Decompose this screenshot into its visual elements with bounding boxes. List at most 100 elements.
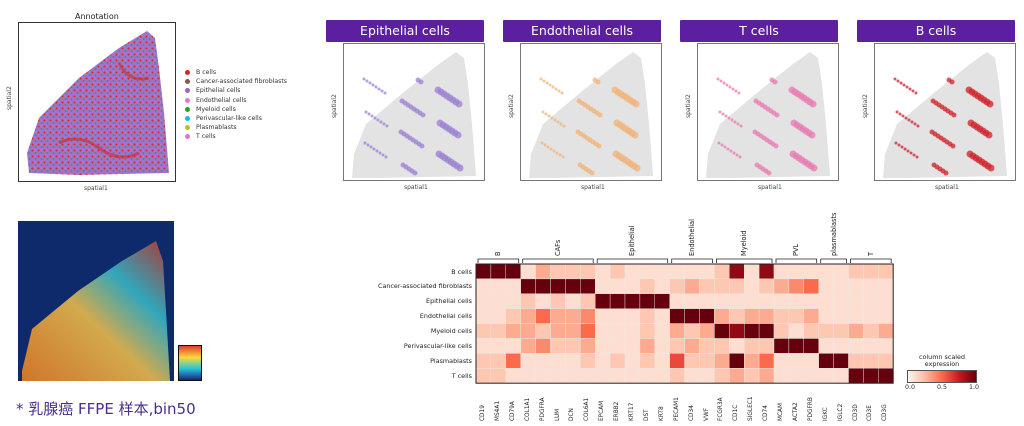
- heatmap-cell: [535, 368, 551, 384]
- heatmap-cell: [818, 293, 834, 309]
- heatmap-cell: [788, 293, 804, 309]
- heatmap-cell: [848, 338, 864, 354]
- heatmap-cell: [609, 323, 626, 339]
- legend-label: Endothelial cells: [196, 96, 247, 104]
- heatmap-cell: [773, 353, 790, 369]
- heatmap-cell: [818, 278, 834, 295]
- heatmap-cell: [520, 338, 536, 354]
- heatmap-cell: [550, 323, 566, 339]
- colorbar-title-line1: column scaled: [918, 353, 966, 361]
- heatmap-cell: [565, 353, 581, 369]
- heatmap-cell: [729, 278, 745, 295]
- heatmap-cell: [490, 308, 506, 324]
- heatmap-cell: [565, 323, 581, 339]
- expression-colorbar: column scaled expression 0.0 0.5 1.0: [905, 353, 979, 392]
- heatmap-column-label: KRT8: [658, 406, 665, 422]
- heatmap-cell: [520, 368, 536, 384]
- heatmap-cell: [729, 338, 745, 354]
- heatmap-cell: [535, 278, 551, 295]
- heatmap-column-label: ACTA2: [792, 402, 799, 422]
- heatmap-cell: [609, 338, 626, 354]
- heatmap-column-label: FCGR3A: [718, 397, 725, 422]
- heatmap-cell: [878, 293, 894, 309]
- panel-ylabel: spatial2: [508, 94, 515, 118]
- heatmap-cell: [803, 323, 819, 339]
- heatmap-cell: [878, 308, 894, 324]
- legend-item: Cancer-associated fibroblasts: [185, 77, 287, 86]
- heatmap-cell: [639, 353, 655, 369]
- heatmap-cell: [550, 353, 566, 369]
- heatmap-cell: [714, 368, 730, 384]
- heatmap-cell: [684, 293, 700, 309]
- panel-ylabel: spatial2: [685, 94, 692, 118]
- heatmap-cell: [490, 323, 506, 339]
- heatmap-cell: [490, 368, 506, 384]
- heatmap-cell: [580, 293, 596, 309]
- panel-xlabel: spatial1: [581, 184, 605, 191]
- legend-label: Epithelial cells: [196, 87, 241, 95]
- celltype-spatial-plot: [343, 43, 485, 181]
- heatmap-cell: [878, 323, 894, 339]
- heatmap-cell: [699, 308, 715, 324]
- heatmap-cell: [475, 308, 492, 324]
- heatmap-cell: [580, 368, 596, 384]
- heatmap-row-label: Myeloid cells: [430, 327, 472, 336]
- heatmap-cell: [550, 263, 566, 280]
- heatmap-cell: [490, 353, 506, 369]
- legend-item: Epithelial cells: [185, 86, 287, 95]
- heatmap-cell: [773, 263, 790, 280]
- heatmap-cell: [565, 308, 581, 324]
- heatmap-cell: [669, 353, 685, 369]
- group-bracket: [716, 258, 773, 263]
- heatmap-cell: [639, 278, 655, 295]
- legend-label: T cells: [196, 133, 216, 141]
- heatmap-cell: [535, 353, 551, 369]
- heatmap-cell: [773, 308, 790, 324]
- legend-swatch: [185, 70, 190, 76]
- heatmap-cell: [818, 323, 834, 339]
- heatmap-cell: [595, 323, 611, 339]
- heatmap-cell: [520, 278, 536, 295]
- heatmap-cell: [669, 293, 685, 309]
- heatmap-cell: [535, 293, 551, 309]
- heatmap-cell: [863, 353, 879, 369]
- heatmap-cell: [878, 263, 894, 280]
- heatmap-cell: [744, 338, 760, 354]
- heatmap-row-label: Perivascular-like cells: [403, 342, 472, 350]
- heatmap-cell: [550, 368, 566, 384]
- heatmap-cell: [505, 323, 521, 339]
- heatmap-cell: [550, 293, 566, 309]
- heatmap-cell: [475, 353, 492, 369]
- heatmap-cell: [833, 278, 849, 295]
- heatmap-row-label: Endothelial cells: [419, 312, 472, 321]
- heatmap-cell: [565, 338, 581, 354]
- heatmap-cell: [505, 263, 521, 280]
- heatmap-cell: [729, 308, 745, 324]
- annotation-legend: B cells Cancer-associated fibroblasts Epit…: [185, 68, 287, 142]
- heatmap-cell: [818, 368, 834, 384]
- panel-xlabel: spatial1: [758, 184, 782, 191]
- heatmap-cell: [505, 293, 521, 309]
- heatmap-cell: [878, 278, 894, 295]
- heatmap-cell: [475, 368, 492, 384]
- legend-label: Myeloid cells: [196, 105, 236, 113]
- heatmap-cell: [580, 338, 596, 354]
- heatmap-cell: [714, 293, 730, 309]
- legend-swatch: [185, 125, 190, 131]
- heatmap-cell: [580, 353, 596, 369]
- heatmap-cell: [475, 263, 492, 280]
- heatmap-cell: [699, 323, 715, 339]
- heatmap-cell: [490, 278, 506, 295]
- heatmap-cell: [744, 293, 760, 309]
- heatmap-column-label: CD34: [688, 405, 695, 422]
- heatmap-column-label: DST: [643, 409, 650, 422]
- celltype-spatial-plot: [874, 43, 1016, 181]
- gene-group-label: CAFs: [553, 239, 562, 256]
- heatmap-cell: [595, 293, 611, 309]
- heatmap-cell: [848, 293, 864, 309]
- heatmap-cell: [699, 293, 715, 309]
- heatmap-cell: [803, 368, 819, 384]
- heatmap-cell: [848, 368, 864, 384]
- heatmap-cell: [744, 308, 760, 324]
- heatmap-cell: [520, 263, 536, 280]
